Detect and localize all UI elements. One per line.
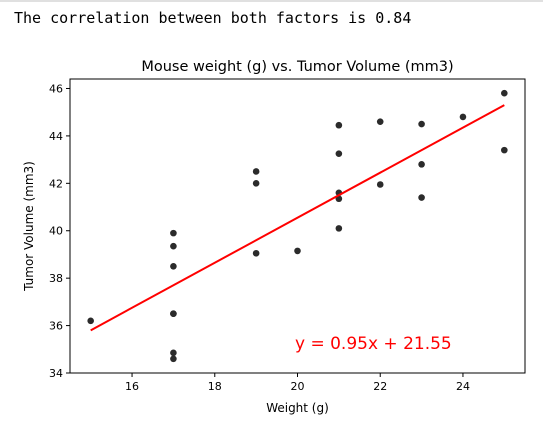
data-point [170,355,177,363]
data-point [501,146,508,154]
x-axis: 16 18 20 22 24 [125,373,470,393]
y-axis: 34 36 38 40 42 44 46 [49,82,70,380]
chart-title: Mouse weight (g) vs. Tumor Volume (mm3) [141,59,453,75]
data-point [170,242,177,250]
data-point [376,181,384,188]
y-tick-label: 34 [49,367,63,380]
y-tick-label: 42 [49,177,63,190]
data-point [252,249,260,257]
y-axis-label: Tumor Volume (mm3) [22,161,36,292]
data-point [170,349,177,357]
data-point [294,247,301,255]
y-tick-label: 36 [49,320,63,333]
data-points [87,89,508,363]
x-axis-label: Weight (g) [266,401,329,415]
regression-equation: y = 0.95x + 21.55 [295,334,452,354]
data-point [252,180,260,187]
x-tick-label: 18 [208,380,222,393]
y-tick-label: 44 [49,130,63,143]
data-point [418,161,425,168]
data-point [87,317,94,325]
data-point [418,194,425,201]
correlation-output: The correlation between both factors is … [14,9,412,27]
y-tick-label: 46 [49,82,63,95]
cell-divider [0,0,543,2]
regression-line [90,104,505,332]
plot-area [69,78,526,374]
data-point [170,310,177,318]
data-point [335,225,343,232]
data-point [418,120,425,128]
data-point [376,118,384,125]
data-point [335,121,343,129]
y-tick-label: 38 [49,272,63,285]
x-tick-label: 22 [373,380,387,393]
x-tick-label: 16 [125,380,139,393]
data-point [170,229,177,237]
data-point [501,89,508,97]
data-point [335,150,343,157]
data-point [459,113,467,121]
x-tick-label: 24 [456,380,470,393]
data-point [252,168,260,175]
x-tick-label: 20 [291,380,305,393]
data-point [170,263,177,270]
y-tick-label: 40 [49,225,63,238]
